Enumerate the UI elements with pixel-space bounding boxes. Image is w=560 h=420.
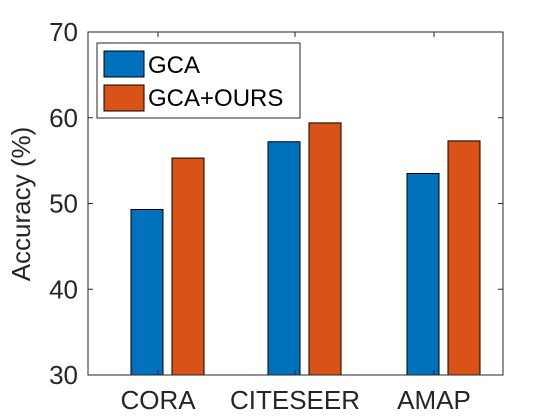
legend-label-gca-ours: GCA+OURS (148, 85, 283, 112)
bar-gca-ours-citeseer (308, 122, 342, 376)
y-tick-label-40: 40 (49, 274, 78, 304)
y-tick-label-30: 30 (49, 360, 78, 390)
y-axis: 30 40 50 60 70 (49, 17, 503, 390)
x-tick-label-amap: AMAP (397, 385, 471, 415)
y-axis-label: Accuracy (%) (6, 127, 36, 282)
y-tick-label-50: 50 (49, 189, 78, 219)
bar-gca-ours-amap (447, 140, 481, 376)
bar-gca-citeseer (267, 141, 301, 376)
bar-gca-amap (406, 172, 440, 376)
y-tick-label-60: 60 (49, 103, 78, 133)
x-tick-label-cora: CORA (120, 385, 196, 415)
y-tick-label-70: 70 (49, 17, 78, 47)
legend-swatch-gca (103, 50, 145, 78)
bars-group (130, 122, 481, 376)
legend: GCA GCA+OURS (96, 42, 301, 119)
bar-gca-ours-cora (171, 157, 205, 376)
legend-label-gca: GCA (148, 52, 200, 79)
bar-gca-cora (130, 209, 164, 376)
legend-swatch-gca-ours (103, 84, 145, 112)
x-tick-label-citeseer: CITESEER (230, 385, 360, 415)
x-axis: CORA CITESEER AMAP (120, 32, 471, 415)
